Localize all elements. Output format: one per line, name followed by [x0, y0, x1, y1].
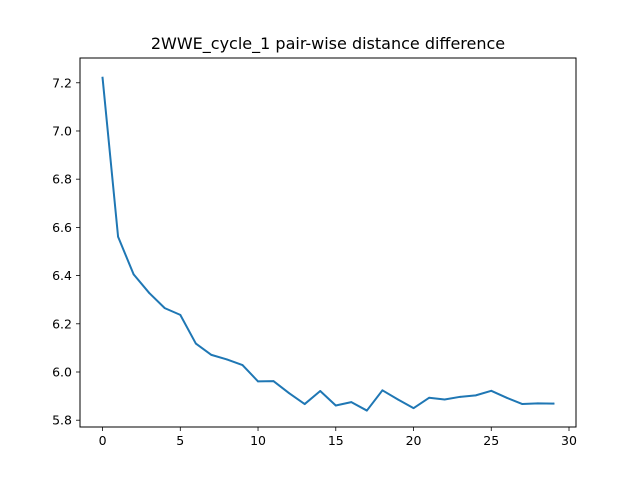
x-tick-label: 25 [483, 433, 499, 448]
data-point [521, 403, 523, 405]
data-point [506, 397, 508, 399]
data-point [164, 307, 166, 309]
y-tick-label: 5.8 [52, 413, 72, 428]
data-point [226, 359, 228, 361]
y-tick-label: 7.0 [52, 123, 72, 138]
data-point [413, 407, 415, 409]
y-tick-label: 6.4 [52, 268, 72, 283]
y-tick-label: 6.0 [52, 364, 72, 379]
x-tick-label: 20 [406, 433, 422, 448]
data-point [319, 390, 321, 392]
data-point [444, 399, 446, 401]
y-tick-label: 7.2 [52, 75, 72, 90]
data-point [304, 403, 306, 405]
y-tick-label: 6.2 [52, 316, 72, 331]
data-point [242, 364, 244, 366]
data-point [459, 396, 461, 398]
data-point [335, 405, 337, 407]
x-tick-label: 0 [99, 433, 107, 448]
data-point [195, 343, 197, 345]
y-tick-label: 6.8 [52, 172, 72, 187]
data-point [102, 77, 104, 79]
data-point [273, 380, 275, 382]
data-point [179, 314, 181, 316]
x-tick-label: 30 [561, 433, 577, 448]
data-point [257, 381, 259, 383]
data-point [382, 389, 384, 391]
data-point [397, 399, 399, 401]
x-tick-label: 15 [328, 433, 344, 448]
data-point [475, 394, 477, 396]
data-point [350, 401, 352, 403]
chart-title: 2WWE_cycle_1 pair-wise distance differen… [151, 34, 505, 54]
data-point [117, 236, 119, 238]
data-point [148, 292, 150, 294]
data-point [133, 273, 135, 275]
data-point [553, 403, 555, 405]
data-point [288, 392, 290, 394]
y-tick-label: 6.6 [52, 220, 72, 235]
data-point [428, 397, 430, 399]
x-tick-label: 10 [250, 433, 266, 448]
plot-area [80, 58, 576, 427]
data-point [490, 390, 492, 392]
data-point [366, 410, 368, 412]
data-point [537, 402, 539, 404]
x-tick-label: 5 [176, 433, 184, 448]
data-point [210, 354, 212, 356]
